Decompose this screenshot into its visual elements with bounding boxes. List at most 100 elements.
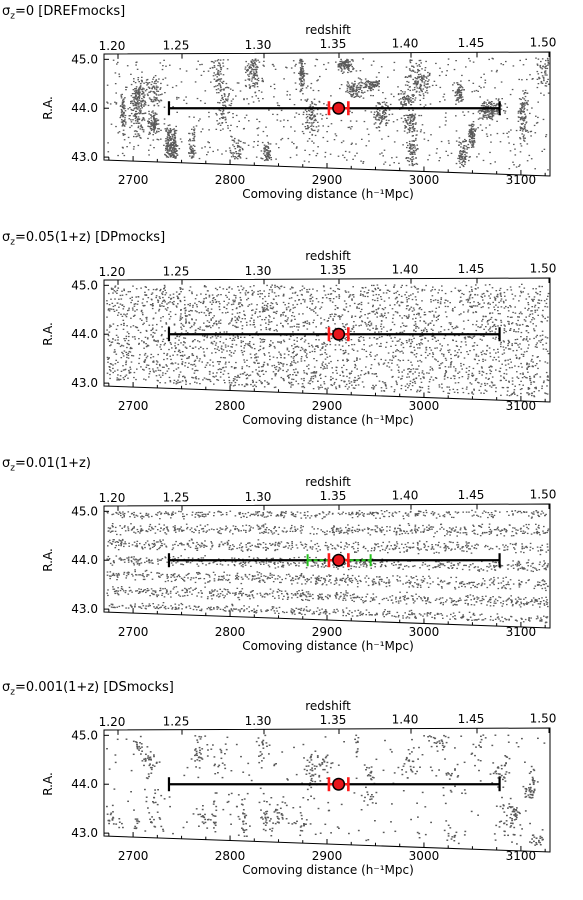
data-point [502, 354, 504, 355]
data-point [347, 69, 349, 70]
data-point [379, 104, 381, 105]
data-point [397, 130, 399, 131]
data-point [325, 69, 327, 70]
data-point [217, 72, 219, 73]
data-point [184, 300, 186, 301]
data-point [174, 149, 176, 150]
data-point [349, 89, 351, 90]
x-tick-label: 3100 [506, 173, 537, 187]
data-point [193, 151, 195, 152]
data-point [150, 126, 152, 127]
data-point [140, 112, 142, 113]
data-point [160, 349, 162, 350]
data-point [170, 344, 172, 345]
data-point [225, 117, 227, 118]
data-point [129, 115, 131, 116]
data-point [199, 358, 201, 359]
data-point [472, 129, 474, 130]
data-point [258, 367, 260, 368]
data-point [174, 351, 176, 352]
data-point [512, 162, 514, 163]
data-point [351, 64, 353, 65]
data-point [397, 301, 399, 302]
data-point [237, 286, 239, 287]
data-point [501, 98, 503, 99]
data-point [266, 309, 268, 310]
data-point [120, 105, 122, 106]
data-point [270, 157, 272, 158]
data-point [494, 87, 496, 88]
data-point [296, 148, 298, 149]
data-point [242, 325, 244, 326]
data-point [220, 100, 222, 101]
data-point [348, 70, 350, 71]
data-point [192, 134, 194, 135]
data-point [498, 100, 500, 101]
data-point [258, 78, 260, 79]
data-point [486, 104, 488, 105]
data-point [396, 382, 398, 383]
data-point [473, 62, 475, 63]
data-point [138, 330, 140, 331]
data-point [244, 362, 246, 363]
data-point [220, 125, 222, 126]
data-point [249, 66, 251, 67]
data-point [224, 357, 226, 358]
data-point [304, 288, 306, 289]
data-point [472, 136, 474, 137]
data-point [250, 67, 252, 68]
data-point [312, 351, 314, 352]
data-point [231, 382, 233, 383]
data-point [436, 85, 438, 86]
data-point [238, 304, 240, 305]
data-point [537, 102, 539, 103]
data-point [218, 294, 220, 295]
data-point [280, 353, 282, 354]
data-point [339, 88, 341, 89]
data-point [408, 96, 410, 97]
data-point [256, 157, 258, 158]
data-point [263, 61, 265, 62]
data-point [303, 133, 305, 134]
data-point [411, 148, 413, 149]
data-point [160, 83, 162, 84]
data-point [165, 66, 167, 67]
data-point [211, 304, 213, 305]
data-point [427, 81, 429, 82]
data-point [412, 101, 414, 102]
data-point [241, 342, 243, 343]
data-point [547, 317, 549, 318]
data-point [405, 390, 407, 391]
data-point [125, 123, 127, 124]
data-point [131, 125, 133, 126]
data-point [518, 121, 520, 122]
data-point [376, 119, 378, 120]
data-point [216, 295, 218, 296]
data-point [147, 337, 149, 338]
data-point [288, 354, 290, 355]
data-point [535, 346, 537, 347]
data-point [232, 154, 234, 155]
data-point [139, 123, 141, 124]
data-point [501, 364, 503, 365]
data-point [152, 134, 154, 135]
data-point [543, 78, 545, 79]
data-point [313, 358, 315, 359]
data-point [109, 326, 111, 327]
data-point [150, 115, 152, 116]
data-point [518, 166, 520, 167]
data-point [323, 368, 325, 369]
data-point [350, 120, 352, 121]
data-point [306, 101, 308, 102]
data-point [222, 128, 224, 129]
data-point [145, 102, 147, 103]
data-point [523, 103, 525, 104]
data-point [125, 352, 127, 353]
data-point [175, 126, 177, 127]
data-point [174, 345, 176, 346]
data-point [176, 130, 178, 131]
data-point [169, 301, 171, 302]
data-point [248, 67, 250, 68]
data-point [307, 86, 309, 87]
